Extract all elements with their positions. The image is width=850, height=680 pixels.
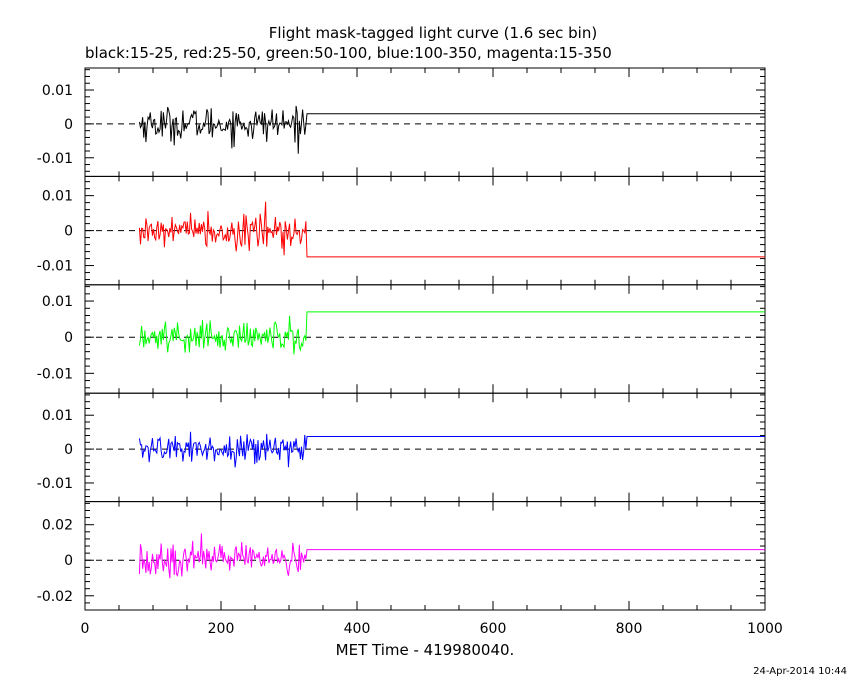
x-tick-label: 200	[208, 621, 235, 637]
series-line-15-25	[138, 105, 765, 154]
panel-25-50: -0.01 0 0.01	[37, 175, 766, 286]
x-tick-label: 0	[81, 621, 90, 637]
series-line-50-100	[138, 311, 765, 355]
y-tick-label: -0.01	[37, 151, 73, 167]
panel-frame	[84, 284, 766, 394]
y-tick-label: 0.01	[42, 408, 73, 424]
y-tick-label: 0	[64, 224, 73, 240]
y-tick-label: -0.02	[37, 589, 73, 605]
panel-50-100: -0.01 0 0.01	[37, 284, 766, 394]
panel-frame	[84, 67, 766, 177]
chart-subtitle: black:15-25, red:25-50, green:50-100, bl…	[85, 44, 612, 62]
x-axis-label: MET Time - 419980040.	[336, 641, 515, 659]
panels-group: -0.01 0 0.01 -0.01 0 0.01 -0.01 0 0.01 -0.01 0 0.01…	[37, 67, 783, 637]
panel-15-25: -0.01 0 0.01	[37, 67, 766, 177]
series-line-25-50	[138, 201, 765, 258]
y-tick-label: 0	[64, 117, 73, 133]
y-tick-label: 0	[64, 330, 73, 346]
series-line-100-350	[138, 431, 765, 468]
x-tick-label: 600	[480, 621, 507, 637]
y-tick-label: 0	[64, 442, 73, 458]
y-tick-label: 0.01	[42, 83, 73, 99]
y-tick-label: -0.01	[37, 476, 73, 492]
panel-frame	[84, 392, 766, 503]
x-tick-label: 1000	[747, 621, 783, 637]
y-tick-label: 0	[64, 553, 73, 569]
y-tick-label: 0.01	[42, 294, 73, 310]
panel-frame	[84, 501, 766, 611]
chart-title: Flight mask-tagged light curve (1.6 sec …	[269, 24, 597, 42]
x-tick-label: 400	[344, 621, 371, 637]
x-tick-label: 800	[616, 621, 643, 637]
series-line-15-350	[138, 533, 765, 579]
y-tick-label: 0.01	[42, 189, 73, 205]
panel-100-350: -0.01 0 0.01	[37, 392, 766, 503]
y-tick-label: -0.01	[37, 259, 73, 275]
y-tick-label: -0.01	[37, 366, 73, 382]
panel-15-350: -0.02 0 0.02	[37, 501, 766, 611]
y-tick-label: 0.02	[42, 518, 73, 534]
timestamp: 24-Apr-2014 10:44	[753, 666, 847, 677]
